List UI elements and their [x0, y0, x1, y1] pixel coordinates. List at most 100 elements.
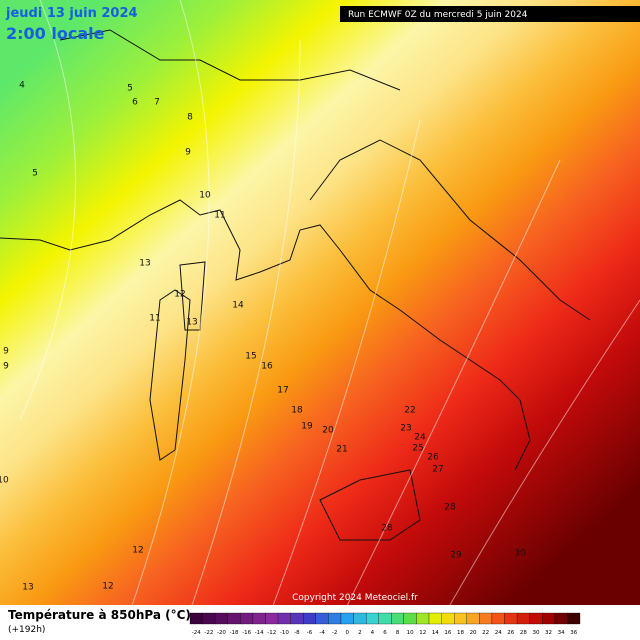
colorbar-swatch: [265, 612, 279, 625]
colorbar-tick: 12: [419, 630, 426, 636]
run-info: Run ECMWF 0Z du mercredi 5 juin 2024: [348, 10, 528, 20]
colorbar-swatch: [416, 612, 430, 625]
contour-label: 18: [291, 406, 303, 416]
contour-label: 13: [186, 318, 197, 328]
contour-label: 4: [19, 81, 25, 91]
colorbar-tick: 16: [444, 630, 451, 636]
lead-time: (+192h): [8, 625, 45, 635]
contour-label: 27: [432, 465, 443, 475]
colorbar-swatch: [529, 612, 543, 625]
colorbar-tick: 10: [407, 630, 414, 636]
colorbar-tick: 6: [383, 630, 387, 636]
colorbar-tick: -14: [255, 630, 264, 636]
colorbar-swatch: [290, 612, 304, 625]
contour-label: 24: [414, 433, 426, 443]
contour-label: 25: [412, 444, 423, 454]
contour-label: 21: [336, 445, 347, 455]
coastlines: [0, 29, 591, 541]
contour-label: 30: [514, 549, 526, 559]
contour-label: 6: [132, 98, 138, 108]
contour-label: 14: [232, 301, 244, 311]
contour-label: 12: [132, 546, 143, 556]
copyright: Copyright 2024 Meteociel.fr: [292, 593, 418, 603]
colorbar-tick: -22: [204, 630, 213, 636]
contour-label: 11: [149, 314, 160, 324]
contour-label: 29: [450, 551, 462, 561]
colorbar-swatch: [303, 612, 316, 625]
colorbar-tick: 32: [545, 630, 552, 636]
colorbar-tick: 18: [457, 630, 464, 636]
colorbar-tick: 0: [346, 630, 350, 636]
colorbar-swatch: [428, 612, 442, 625]
colorbar-swatch: [353, 612, 367, 625]
contour-label: 8: [187, 113, 193, 123]
colorbar-swatch: [277, 612, 291, 625]
colorbar-swatch: [454, 612, 467, 625]
contour-label: 12: [174, 290, 185, 300]
colorbar-tick: 2: [358, 630, 362, 636]
contour-label: 11: [214, 211, 225, 221]
colorbar-tick: 30: [532, 630, 539, 636]
colorbar-tick: 8: [396, 630, 400, 636]
colorbar-tick: 20: [470, 630, 477, 636]
colorbar-swatch: [554, 612, 568, 625]
colorbar-swatch: [202, 612, 216, 625]
colorbar-tick: -8: [294, 630, 300, 636]
contour-label: 10: [0, 476, 9, 486]
colorbar-tick: 34: [558, 630, 565, 636]
contour-label: 5: [32, 169, 38, 179]
colorbar-tick: -2: [332, 630, 337, 636]
colorbar-tick: -4: [319, 630, 325, 636]
temperature-field: [0, 0, 640, 605]
legend-title: Température à 850hPa (°C): [8, 608, 191, 622]
colorbar-tick: 36: [570, 630, 577, 636]
colorbar-swatch: [328, 612, 342, 625]
colorbar-tick: -10: [280, 630, 289, 636]
colorbar-tick: 22: [482, 630, 489, 636]
colorbar-tick: -18: [230, 630, 239, 636]
contour-label: 15: [245, 352, 256, 362]
contour-label: 23: [400, 424, 411, 434]
contour-label: 28: [381, 524, 393, 534]
run-box: [340, 6, 640, 22]
date: jeudi 13 juin 2024: [5, 6, 138, 21]
colorbar-swatch: [403, 612, 417, 625]
colorbar-tick: -24: [192, 630, 201, 636]
colorbar-swatch: [227, 612, 241, 625]
colorbar-swatch: [252, 612, 266, 625]
colorbar-swatch: [466, 612, 480, 625]
contour-label: 22: [404, 406, 415, 416]
contour-label: 12: [102, 582, 113, 592]
local-time: 2:00 locale: [6, 24, 105, 43]
colorbar-swatch: [189, 612, 203, 625]
contour-label: 16: [261, 362, 273, 372]
colorbar-tick: -12: [267, 630, 276, 636]
colorbar-swatch: [215, 612, 228, 625]
colorbar-swatch: [516, 612, 530, 625]
contour-label: 13: [22, 583, 33, 593]
colorbar-tick: 24: [495, 630, 502, 636]
colorbar-tick: -16: [242, 630, 251, 636]
contour-label: 7: [154, 98, 160, 108]
isotherms: [19, 0, 640, 640]
contour-label: 5: [127, 84, 133, 94]
contour-label: 13: [139, 259, 150, 269]
contour-label: 28: [444, 503, 456, 513]
colorbar-swatch: [378, 612, 392, 625]
contour-label: 26: [427, 453, 439, 463]
colorbar-tick: 26: [507, 630, 514, 636]
colorbar-swatch: [491, 612, 505, 625]
colorbar-swatch: [504, 612, 518, 625]
colorbar-swatch: [315, 612, 329, 625]
colorbar-tick: -6: [307, 630, 313, 636]
contour-label: 20: [322, 426, 334, 436]
colorbar-swatch: [542, 612, 555, 625]
contour-label: 9: [185, 148, 191, 158]
contour-label: 9: [3, 362, 9, 372]
colorbar-tick: -20: [217, 630, 226, 636]
contour-label: 17: [277, 386, 288, 396]
colorbar-swatch: [391, 612, 405, 625]
contour-label: 19: [301, 422, 313, 432]
colorbar-tick: 14: [432, 630, 439, 636]
contour-label: 9: [3, 347, 9, 357]
